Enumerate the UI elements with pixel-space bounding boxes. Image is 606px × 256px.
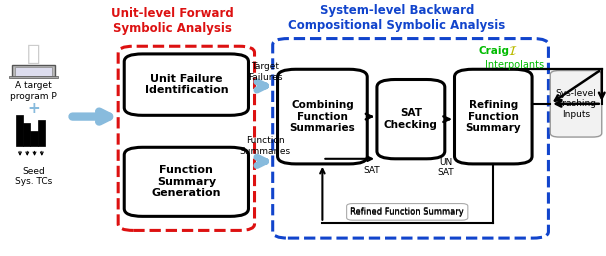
Text: System-level Backward
Compositional Symbolic Analysis: System-level Backward Compositional Symb…	[288, 4, 505, 32]
FancyBboxPatch shape	[124, 147, 248, 216]
Text: UN
SAT: UN SAT	[437, 158, 454, 177]
Text: Craig: Craig	[479, 46, 510, 56]
Text: Target
Failures: Target Failures	[248, 62, 282, 81]
FancyBboxPatch shape	[550, 71, 602, 137]
Text: Seed
Sys. TCs: Seed Sys. TCs	[15, 167, 52, 186]
Text: ⬛: ⬛	[27, 44, 40, 64]
Text: Refining
Function
Summary: Refining Function Summary	[465, 100, 521, 133]
Text: Interpolants: Interpolants	[485, 60, 544, 70]
FancyBboxPatch shape	[23, 123, 30, 146]
Text: Combining
Function
Summaries: Combining Function Summaries	[290, 100, 355, 133]
FancyBboxPatch shape	[12, 66, 55, 77]
FancyBboxPatch shape	[278, 69, 367, 164]
Text: Refined Function Summary: Refined Function Summary	[350, 207, 464, 216]
FancyBboxPatch shape	[377, 80, 445, 159]
Text: Unit Failure
Identification: Unit Failure Identification	[145, 74, 228, 95]
FancyBboxPatch shape	[454, 69, 532, 164]
Text: Refined Function Summary: Refined Function Summary	[350, 208, 464, 217]
Text: SAT
Checking: SAT Checking	[384, 108, 438, 130]
FancyBboxPatch shape	[38, 120, 45, 146]
Text: Unit-level Forward
Symbolic Analysis: Unit-level Forward Symbolic Analysis	[112, 7, 234, 35]
Text: +: +	[27, 101, 40, 116]
Text: Sys-level
Crashing
Inputs: Sys-level Crashing Inputs	[556, 89, 596, 119]
FancyBboxPatch shape	[124, 54, 248, 115]
Text: Function
Summary
Generation: Function Summary Generation	[152, 165, 221, 198]
Text: Function
Summaries: Function Summaries	[240, 136, 291, 156]
Text: $\mathcal{I}$: $\mathcal{I}$	[508, 45, 517, 58]
Text: SAT: SAT	[364, 166, 381, 175]
FancyBboxPatch shape	[9, 76, 58, 78]
FancyBboxPatch shape	[15, 67, 52, 76]
FancyBboxPatch shape	[347, 204, 468, 220]
FancyBboxPatch shape	[16, 115, 23, 146]
FancyBboxPatch shape	[30, 131, 38, 146]
Text: A target
program P: A target program P	[10, 81, 57, 101]
